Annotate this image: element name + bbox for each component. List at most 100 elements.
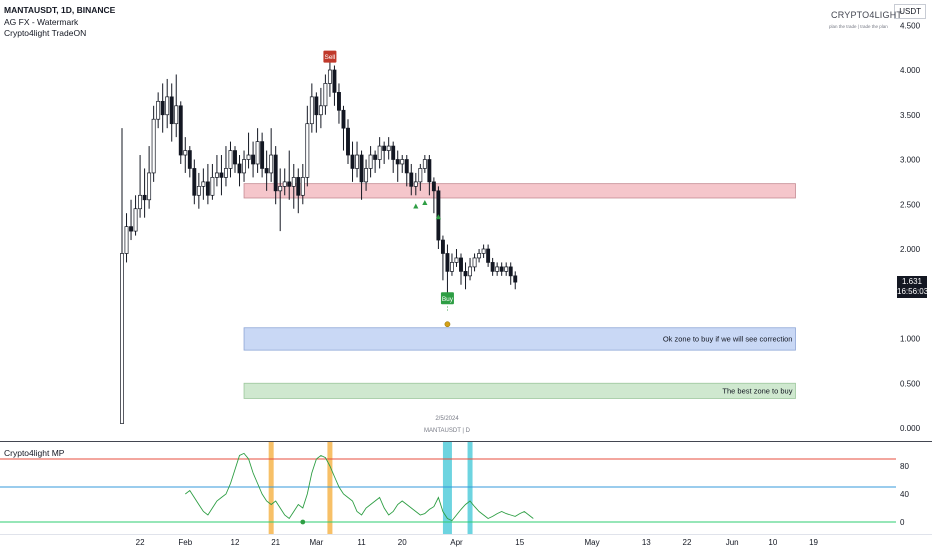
indicator-highlight bbox=[327, 442, 333, 534]
candle bbox=[278, 168, 283, 232]
x-tick-label: Mar bbox=[309, 538, 323, 547]
chart-legend: MANTAUSDT, 1D, BINANCE AG FX - Watermark… bbox=[4, 5, 115, 40]
candle-body bbox=[246, 154, 251, 160]
candle bbox=[246, 132, 251, 169]
indicator-highlight bbox=[268, 442, 274, 534]
candle-body bbox=[291, 177, 296, 187]
candle bbox=[355, 141, 359, 178]
candle-body bbox=[219, 172, 224, 178]
candle bbox=[472, 253, 477, 272]
currency-button[interactable]: USDT bbox=[894, 4, 926, 19]
candle-body bbox=[323, 83, 328, 107]
candle-body bbox=[178, 105, 183, 156]
candle-body bbox=[472, 257, 477, 268]
candle bbox=[129, 199, 133, 241]
zone-rect[interactable] bbox=[243, 183, 796, 199]
indicator-y-tick-label: 40 bbox=[900, 490, 909, 499]
candle-body bbox=[427, 159, 432, 183]
candle-body bbox=[341, 109, 346, 129]
candle-body bbox=[260, 141, 265, 169]
candle bbox=[450, 253, 454, 276]
candle-body bbox=[327, 69, 332, 84]
candle-body bbox=[282, 181, 287, 187]
zone-rect[interactable] bbox=[243, 327, 796, 351]
x-tick-label: Apr bbox=[450, 538, 463, 547]
candle bbox=[309, 83, 314, 133]
candle bbox=[237, 155, 242, 187]
x-tick-label: 10 bbox=[768, 538, 777, 547]
candle-body bbox=[468, 266, 472, 277]
candle bbox=[368, 146, 373, 178]
zone-label: The best zone to buy bbox=[722, 387, 792, 396]
money-bag-icon bbox=[444, 321, 451, 328]
candle bbox=[337, 83, 341, 124]
candle bbox=[409, 163, 414, 196]
candle-body bbox=[269, 154, 274, 174]
x-tick-label: 21 bbox=[271, 538, 280, 547]
x-tick-label: 13 bbox=[642, 538, 651, 547]
x-tick-label: 15 bbox=[515, 538, 524, 547]
candle bbox=[477, 249, 482, 263]
candle-body bbox=[386, 145, 391, 151]
candle-body bbox=[450, 262, 454, 272]
indicator-title[interactable]: Crypto4light MP bbox=[4, 448, 65, 458]
candle bbox=[463, 262, 468, 290]
buy-signal-label: Buy bbox=[442, 296, 454, 303]
candle-body bbox=[422, 159, 427, 169]
watermark-tagline: plan the trade | trade the plan bbox=[829, 24, 888, 29]
candle bbox=[201, 168, 206, 200]
zone-label: Ok zone to buy if we will see correction bbox=[663, 335, 793, 344]
candle-body bbox=[133, 208, 138, 232]
candle-body bbox=[242, 159, 246, 174]
sell-signal[interactable]: Sell bbox=[323, 50, 337, 63]
y-tick-label: 2.500 bbox=[900, 200, 921, 209]
indicator-y-tick-label: 0 bbox=[900, 518, 905, 527]
candle-body bbox=[147, 172, 152, 201]
buy-signal[interactable]: Buy bbox=[440, 292, 454, 328]
candle-body bbox=[305, 123, 310, 178]
candle-body bbox=[210, 177, 215, 196]
candle-body bbox=[413, 181, 418, 187]
zone-rect[interactable] bbox=[243, 382, 796, 399]
candle bbox=[273, 146, 278, 205]
candle-body bbox=[138, 194, 143, 210]
y-tick-label: 4.500 bbox=[900, 21, 921, 30]
candle-body bbox=[156, 100, 161, 120]
candle bbox=[142, 168, 147, 218]
candle-body bbox=[120, 253, 124, 424]
candle-body bbox=[255, 141, 260, 165]
candle bbox=[386, 137, 391, 160]
candle bbox=[440, 235, 445, 281]
candle-body bbox=[309, 96, 314, 125]
candle bbox=[318, 87, 323, 129]
candle bbox=[499, 262, 504, 276]
candle-body bbox=[233, 150, 237, 165]
candle bbox=[151, 105, 156, 182]
candle-body bbox=[129, 226, 133, 232]
candle bbox=[341, 105, 346, 151]
candle bbox=[305, 105, 310, 187]
candle bbox=[391, 141, 396, 173]
indicator-line[interactable] bbox=[185, 452, 534, 522]
candle-body bbox=[187, 150, 192, 169]
candle bbox=[373, 150, 378, 173]
candle bbox=[513, 271, 518, 290]
y-tick-label: 0.500 bbox=[900, 379, 921, 388]
candle-body bbox=[346, 127, 350, 156]
candle bbox=[224, 146, 228, 187]
candle-body bbox=[355, 154, 359, 169]
candle bbox=[508, 262, 513, 285]
candle-body bbox=[508, 266, 513, 277]
candle bbox=[364, 159, 369, 191]
candle-body bbox=[165, 96, 170, 116]
candle bbox=[427, 155, 432, 196]
candle bbox=[138, 155, 143, 218]
candle-body bbox=[377, 145, 382, 160]
indicator-tradeon-label[interactable]: Crypto4light TradeON bbox=[4, 28, 87, 38]
x-tick-label: 22 bbox=[136, 538, 145, 547]
candle bbox=[377, 137, 382, 169]
symbol-title[interactable]: MANTAUSDT, 1D, BINANCE bbox=[4, 5, 116, 15]
indicator-watermark-label[interactable]: AG FX - Watermark bbox=[4, 16, 79, 27]
candle bbox=[418, 163, 423, 191]
